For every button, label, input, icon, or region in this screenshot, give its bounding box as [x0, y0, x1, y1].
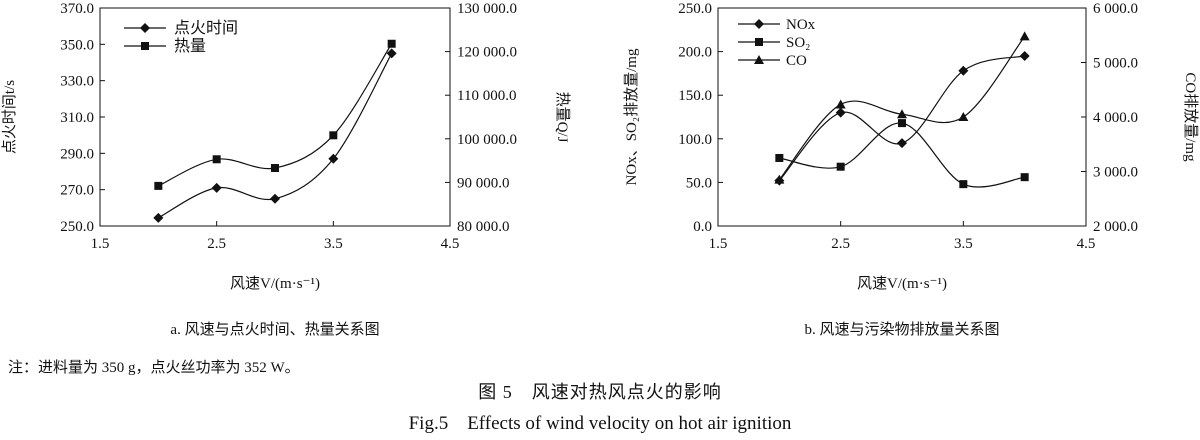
- chart-a-right-tick-label: 130 000.0: [457, 1, 517, 17]
- legend-marker-triangle: [754, 55, 764, 64]
- chart-a-data-point: [329, 131, 338, 140]
- chart-b-right-tick-label: 2 000.0: [1093, 219, 1138, 235]
- chart-a-right-tick-label: 80 000.0: [457, 219, 510, 235]
- chart-a-legend: 点火时间 热量: [124, 19, 238, 55]
- legend-marker-square: [755, 38, 763, 46]
- legend-marker-square: [141, 42, 149, 50]
- chart-a-data-point: [328, 153, 339, 164]
- chart-b-x-ticks: 1.5 2.5 3.5 4.5: [709, 221, 1096, 252]
- chart-a-left-tick-label: 370.0: [60, 1, 94, 17]
- chart-b-y2-axis-title: CO排放量/mg: [1182, 72, 1199, 162]
- chart-a-x-tick-label: 1.5: [91, 236, 110, 252]
- chart-a: 250.0 270.0 290.0 310.0 330.0 350.0 370.0 80 0…: [1, 1, 571, 338]
- chart-a-left-ticks: 250.0 270.0 290.0 310.0 330.0 350.0 370.0: [60, 1, 105, 235]
- chart-b-right-tick-label: 5 000.0: [1093, 56, 1138, 72]
- chart-a-left-tick-label: 250.0: [60, 219, 94, 235]
- legend-label-co: CO: [786, 53, 807, 69]
- legend-marker-diamond: [754, 19, 764, 29]
- chart-b-data-point: [897, 109, 907, 119]
- chart-a-data-point: [386, 48, 397, 59]
- chart-b-right-ticks: 2 000.0 3 000.0 4 000.0 5 000.0 6 000.0: [1081, 1, 1138, 235]
- chart-a-series: [153, 39, 397, 223]
- chart-a-left-tick-label: 270.0: [60, 183, 94, 199]
- chart-b-data-point: [774, 174, 785, 184]
- chart-a-data-point: [154, 181, 163, 190]
- chart-b-left-ticks: 0.0 50.0 100.0 150.0 200.0 250.0: [678, 1, 723, 235]
- chart-a-data-point: [270, 193, 280, 204]
- chart-a-left-tick-label: 330.0: [60, 74, 94, 90]
- chart-a-series-line-0: [158, 53, 393, 219]
- figure-canvas: 250.0 270.0 290.0 310.0 330.0 350.0 370.0 80 0…: [1, 1, 1199, 338]
- chart-b-left-tick-label: 150.0: [678, 88, 712, 104]
- chart-a-x-tick-label: 2.5: [207, 236, 226, 252]
- chart-b-left-tick-label: 250.0: [678, 1, 712, 17]
- chart-b-x-tick-label: 1.5: [709, 236, 728, 252]
- chart-a-data-point: [153, 212, 164, 223]
- chart-b-x-tick-label: 2.5: [831, 236, 850, 252]
- legend-marker-diamond: [140, 23, 150, 33]
- chart-a-data-point: [212, 155, 221, 164]
- chart-b-data-point: [959, 180, 968, 189]
- chart-b-data-point: [775, 153, 784, 162]
- figure-note: 注：进料量为 350 g，点火丝功率为 352 W。: [8, 360, 300, 376]
- chart-b-series-line-2: [778, 35, 1026, 181]
- chart-a-right-tick-label: 90 000.0: [457, 175, 510, 191]
- chart-a-data-point: [271, 164, 279, 173]
- chart-b-legend: NOx SO₂ CO: [738, 17, 816, 69]
- chart-a-left-tick-label: 310.0: [60, 110, 94, 126]
- chart-b-data-point: [1019, 50, 1030, 61]
- chart-b-data-point: [897, 138, 907, 149]
- chart-b-data-point: [958, 65, 969, 76]
- chart-b-data-point: [1019, 31, 1030, 41]
- chart-b-series: [774, 31, 1030, 189]
- chart-b-data-point: [835, 99, 846, 109]
- chart-b-subtitle: b. 风速与污染物排放量关系图: [804, 321, 999, 338]
- chart-b-data-point: [898, 119, 906, 128]
- chart-b-series-line-0: [778, 55, 1025, 182]
- chart-b-right-tick-label: 4 000.0: [1093, 110, 1138, 126]
- chart-b-data-point: [836, 162, 845, 171]
- chart-a-x-tick-label: 3.5: [324, 236, 343, 252]
- chart-a-subtitle: a. 风速与点火时间、热量关系图: [170, 321, 379, 338]
- chart-b-data-point: [1020, 173, 1029, 182]
- figure-caption-cn: 图 5 风速对热风点火的影响: [478, 382, 722, 402]
- chart-b-data-point: [835, 107, 846, 118]
- chart-a-plot-area: [99, 7, 451, 227]
- chart-b-data-point: [958, 112, 969, 121]
- chart-b-y-axis-title: NOx、SO₂排放量/mg: [623, 48, 640, 185]
- legend-label-heat: 热量: [174, 37, 206, 55]
- legend-label-ignition-time: 点火时间: [174, 19, 238, 37]
- chart-b-right-tick-label: 3 000.0: [1093, 165, 1138, 181]
- chart-a-data-point: [387, 39, 396, 48]
- chart-a-x-axis-title: 风速V/(m·s⁻¹): [230, 275, 320, 292]
- chart-a-right-tick-label: 110 000.0: [457, 88, 516, 104]
- chart-b-left-tick-label: 0.0: [693, 219, 712, 235]
- chart-a-y2-axis-title: 热量Q/J: [554, 92, 571, 143]
- chart-b-left-tick-label: 200.0: [678, 45, 712, 61]
- chart-a-right-tick-label: 100 000.0: [457, 132, 517, 148]
- chart-a-left-tick-label: 290.0: [60, 146, 94, 162]
- chart-b-x-tick-label: 4.5: [1077, 236, 1096, 252]
- chart-a-right-ticks: 80 000.0 90 000.0 100 000.0 110 000.0 120 00…: [445, 1, 517, 235]
- chart-a-y-axis-title: 点火时间t/s: [1, 80, 18, 154]
- legend-label-nox: NOx: [786, 17, 816, 33]
- chart-b-x-axis-title: 风速V/(m·s⁻¹): [857, 275, 947, 292]
- figure-caption-en: Fig.5 Effects of wind velocity on hot ai…: [408, 413, 792, 434]
- chart-a-x-tick-label: 4.5: [441, 236, 460, 252]
- chart-b-left-tick-label: 50.0: [686, 175, 712, 191]
- chart-b-x-tick-label: 3.5: [954, 236, 973, 252]
- chart-a-data-point: [211, 182, 222, 193]
- chart-a-x-ticks: 1.5 2.5 3.5 4.5: [91, 221, 460, 252]
- chart-a-right-tick-label: 120 000.0: [457, 45, 517, 61]
- chart-b-left-tick-label: 100.0: [678, 132, 712, 148]
- legend-label-so2: SO₂: [786, 35, 810, 51]
- chart-b: 0.0 50.0 100.0 150.0 200.0 250.0 2 000.0 3 000…: [623, 1, 1199, 338]
- chart-a-left-tick-label: 350.0: [60, 37, 94, 53]
- chart-b-right-tick-label: 6 000.0: [1093, 1, 1138, 17]
